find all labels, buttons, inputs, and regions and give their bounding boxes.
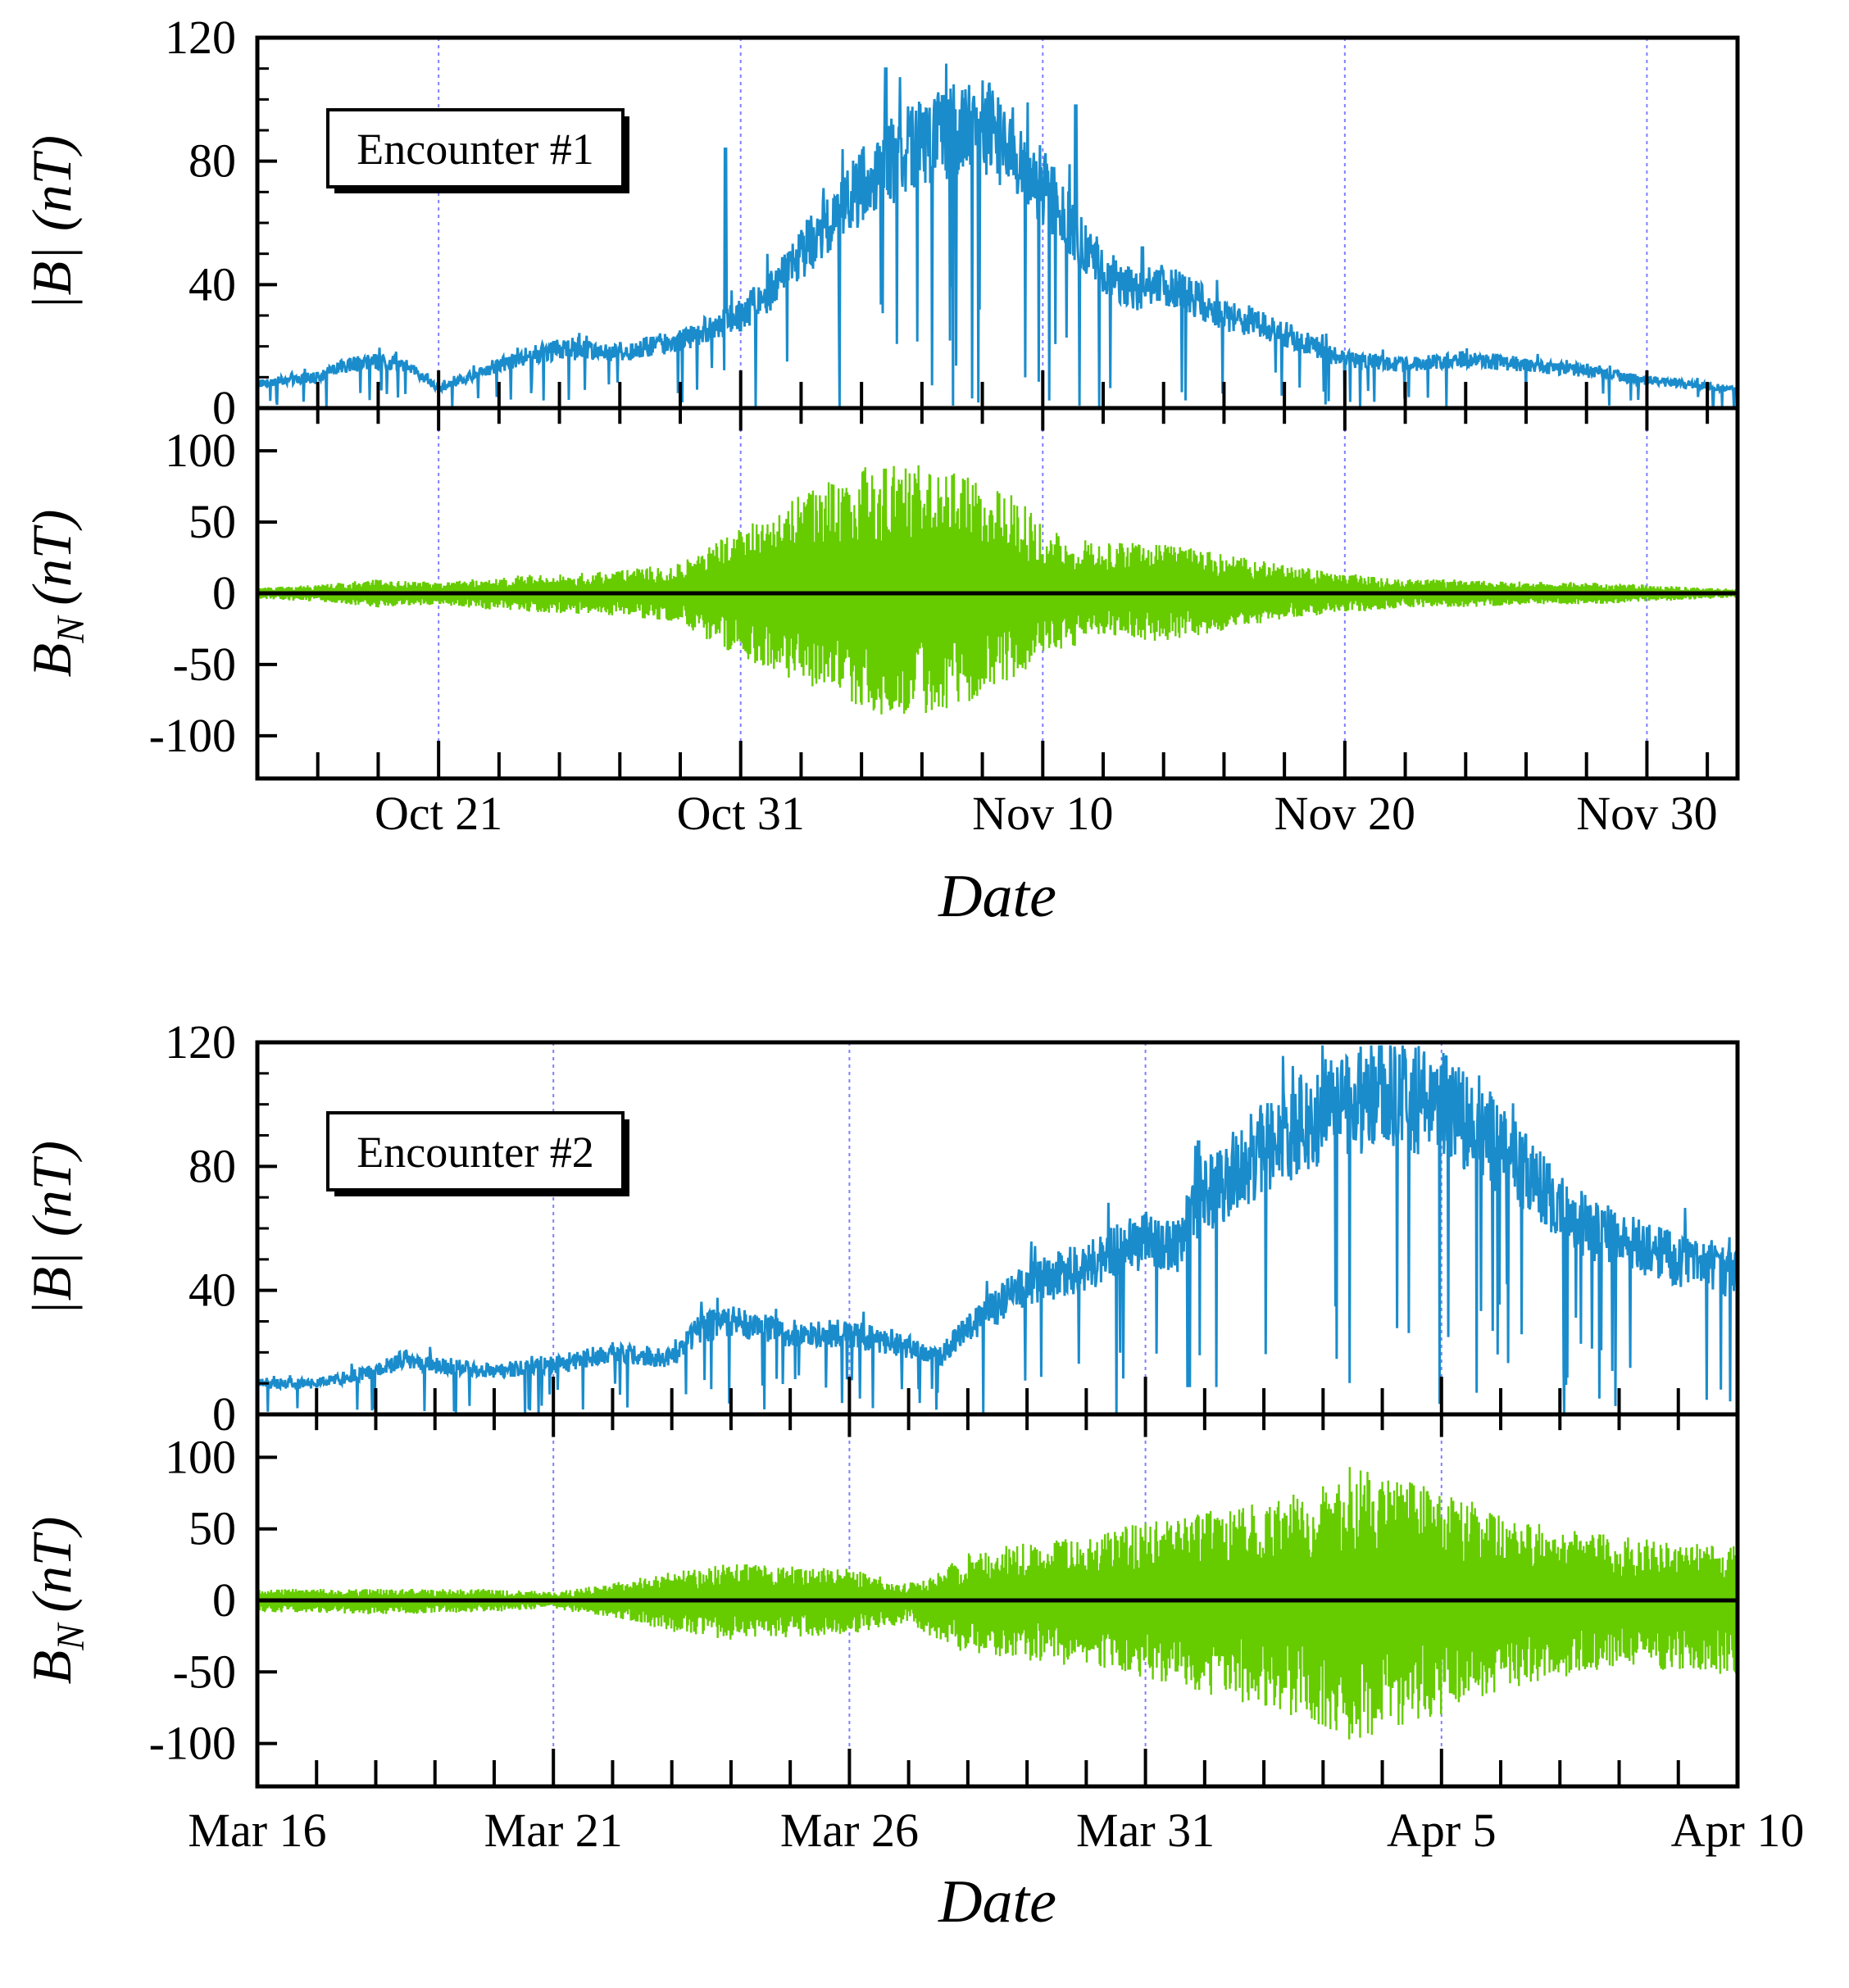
y-tick-label: -50 bbox=[173, 1645, 236, 1698]
normal-y-axis: -100 -50 0 50 100 bbox=[149, 1430, 277, 1770]
y-title-symbol: B bbox=[20, 643, 83, 678]
normal-y-title: BN (nT) bbox=[20, 510, 93, 678]
y-tick-label: 50 bbox=[189, 1502, 236, 1555]
y-tick-label: 100 bbox=[165, 1430, 236, 1483]
y-title-subscript: N bbox=[49, 615, 93, 644]
normal-y-axis: -100 -50 0 50 100 bbox=[149, 424, 277, 762]
y-title-symbol: |B| bbox=[20, 246, 83, 311]
legend-label: Encounter #1 bbox=[357, 125, 593, 174]
bn-line bbox=[256, 1467, 1739, 1740]
bn-line bbox=[256, 465, 1739, 715]
magnitude-frame bbox=[255, 35, 1740, 411]
x-tick-label: Mar 21 bbox=[484, 1804, 623, 1857]
y-tick-label: 80 bbox=[189, 134, 236, 188]
y-tick-label: 0 bbox=[212, 381, 236, 434]
magnitude-frame bbox=[255, 1040, 1740, 1417]
x-tick-label: Nov 10 bbox=[972, 787, 1113, 840]
x-tick-label: Oct 31 bbox=[677, 787, 805, 840]
normal-panel bbox=[256, 465, 1739, 715]
x-axis-title: Date bbox=[938, 863, 1056, 930]
chart-1: 0 40 80 120 -100 -50 0 50 100 Oct 21 Oct 31 Nov 10 N… bbox=[20, 11, 1740, 930]
y-title-symbol: B bbox=[20, 1650, 83, 1685]
magnitude-y-title: |B| (nT) bbox=[20, 135, 83, 311]
y-tick-label: -100 bbox=[149, 709, 236, 762]
x-tick-label: Oct 21 bbox=[375, 787, 502, 840]
legend-box: Encounter #2 bbox=[326, 1111, 629, 1196]
magnitude-panel bbox=[256, 1045, 1739, 1414]
x-axis: Oct 21 Oct 31 Nov 10 Nov 20 Nov 30 bbox=[316, 370, 1718, 840]
y-tick-label: 40 bbox=[189, 1264, 236, 1317]
y-tick-label: 80 bbox=[189, 1139, 236, 1192]
legend-box: Encounter #1 bbox=[326, 108, 629, 193]
x-tick-label: Apr 5 bbox=[1387, 1804, 1497, 1857]
y-title-symbol: |B| bbox=[20, 1251, 83, 1316]
x-axis: Mar 16 Mar 21 Mar 26 Mar 31 Apr 5 Apr 10 bbox=[188, 1377, 1804, 1857]
magnitude-y-axis: 0 40 80 120 bbox=[165, 11, 277, 434]
normal-panel bbox=[256, 1467, 1739, 1740]
x-axis-title: Date bbox=[938, 1868, 1056, 1936]
y-tick-label: 120 bbox=[165, 1015, 236, 1069]
x-tick-label: Mar 16 bbox=[188, 1804, 326, 1857]
magnitude-line bbox=[256, 63, 1739, 408]
y-title-unit: (nT) bbox=[20, 1517, 83, 1613]
legend-frame bbox=[326, 108, 625, 188]
magnitude-panel bbox=[256, 63, 1739, 408]
y-tick-label: -100 bbox=[149, 1717, 236, 1770]
y-tick-label: 40 bbox=[189, 257, 236, 311]
magnitude-line bbox=[256, 1045, 1739, 1414]
legend-frame bbox=[326, 1111, 625, 1191]
normal-y-title: BN (nT) bbox=[20, 1517, 93, 1685]
y-tick-label: -50 bbox=[173, 638, 236, 691]
y-title-unit: (nT) bbox=[20, 510, 83, 606]
y-tick-label: 50 bbox=[189, 495, 236, 548]
magnitude-y-title: |B| (nT) bbox=[20, 1141, 83, 1316]
y-tick-label: 100 bbox=[165, 424, 236, 477]
x-tick-label: Apr 10 bbox=[1671, 1804, 1805, 1857]
y-title-subscript: N bbox=[49, 1622, 93, 1651]
magnitude-y-axis: 0 40 80 120 bbox=[165, 1015, 277, 1441]
y-tick-label: 0 bbox=[212, 1387, 236, 1441]
x-tick-label: Nov 20 bbox=[1274, 787, 1415, 840]
y-tick-label: 120 bbox=[165, 11, 236, 64]
y-tick-label: 0 bbox=[212, 566, 236, 620]
legend-label: Encounter #2 bbox=[357, 1128, 593, 1177]
y-title-unit: (nT) bbox=[20, 1141, 83, 1237]
x-tick-label: Mar 31 bbox=[1076, 1804, 1215, 1857]
y-title-unit: (nT) bbox=[20, 135, 83, 231]
x-tick-label: Mar 26 bbox=[780, 1804, 919, 1857]
y-tick-label: 0 bbox=[212, 1573, 236, 1627]
x-tick-label: Nov 30 bbox=[1576, 787, 1717, 840]
